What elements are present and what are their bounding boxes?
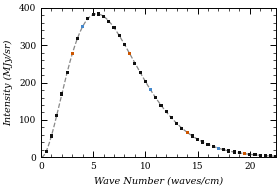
Point — [60, 92, 64, 95]
Point — [107, 20, 111, 23]
Point — [44, 150, 48, 153]
Point — [96, 13, 101, 16]
Point — [86, 17, 90, 20]
Point — [232, 150, 236, 154]
Point — [195, 138, 200, 141]
Point — [274, 155, 278, 158]
Point — [253, 153, 257, 156]
Point — [169, 116, 174, 120]
Point — [70, 52, 74, 55]
Point — [268, 154, 273, 158]
Point — [227, 150, 231, 153]
X-axis label: Wave Number (waves/cm): Wave Number (waves/cm) — [94, 177, 223, 186]
Point — [242, 152, 247, 155]
Point — [80, 25, 85, 28]
Point — [153, 96, 158, 99]
Point — [211, 145, 215, 148]
Point — [159, 104, 163, 107]
Point — [65, 71, 69, 74]
Point — [185, 131, 189, 134]
Point — [237, 151, 242, 154]
Point — [117, 34, 122, 37]
Point — [221, 148, 226, 151]
Point — [133, 62, 137, 65]
Point — [263, 154, 268, 157]
Point — [49, 135, 54, 138]
Y-axis label: Intensity (MJy/sr): Intensity (MJy/sr) — [4, 39, 13, 126]
Point — [180, 127, 184, 130]
Point — [174, 122, 179, 125]
Point — [206, 143, 210, 146]
Point — [143, 80, 148, 83]
Point — [91, 13, 95, 16]
Point — [190, 135, 195, 138]
Point — [112, 26, 116, 29]
Point — [101, 15, 106, 18]
Point — [138, 71, 142, 74]
Point — [122, 43, 127, 46]
Point — [148, 88, 153, 91]
Point — [216, 147, 221, 150]
Point — [75, 37, 80, 40]
Point — [127, 52, 132, 55]
Point — [200, 140, 205, 143]
Point — [164, 110, 169, 113]
Point — [54, 114, 59, 117]
Point — [258, 154, 262, 157]
Point — [248, 153, 252, 156]
